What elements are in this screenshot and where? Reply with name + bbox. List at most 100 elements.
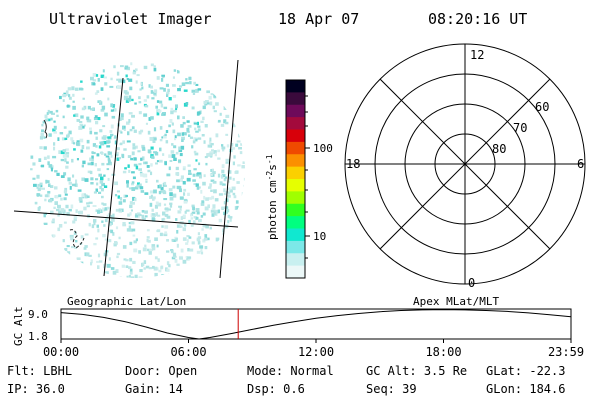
speckle-pixel — [95, 145, 98, 148]
altitude-tick-1-8: 1.8 — [28, 330, 48, 343]
date-label: 18 Apr 07 — [278, 10, 359, 28]
speckle-pixel — [189, 81, 192, 85]
speckle-pixel — [187, 125, 192, 128]
speckle-pixel — [99, 186, 102, 190]
speckle-pixel — [236, 205, 240, 210]
speckle-pixel — [69, 185, 72, 190]
speckle-pixel — [99, 180, 104, 184]
speckle-pixel — [133, 129, 137, 133]
speckle-pixel — [232, 192, 236, 196]
speckle-pixel — [180, 145, 185, 150]
speckle-pixel — [212, 171, 216, 175]
speckle-pixel — [162, 112, 166, 115]
speckle-pixel — [232, 161, 235, 166]
speckle-pixel — [195, 216, 199, 220]
speckle-pixel — [203, 238, 208, 241]
speckle-pixel — [80, 115, 84, 119]
speckle-pixel — [205, 162, 208, 166]
speckle-pixel — [186, 235, 190, 238]
speckle-pixel — [202, 105, 206, 110]
speckle-pixel — [150, 90, 154, 94]
speckle-pixel — [80, 80, 83, 83]
speckle-pixel — [226, 144, 230, 148]
speckle-pixel — [108, 229, 112, 232]
speckle-pixel — [147, 169, 151, 173]
speckle-pixel — [96, 260, 99, 263]
speckle-pixel — [215, 102, 219, 106]
speckle-pixel — [198, 162, 201, 166]
info-gain: Gain: 14 — [125, 382, 183, 396]
info-dsp: Dsp: 0.6 — [247, 382, 305, 396]
speckle-pixel — [81, 193, 85, 198]
speckle-pixel — [210, 169, 213, 172]
speckle-pixel — [105, 155, 110, 158]
speckle-pixel — [145, 179, 148, 182]
speckle-pixel — [212, 204, 216, 209]
speckle-pixel — [60, 175, 65, 178]
speckle-pixel — [93, 219, 97, 223]
speckle-pixel — [213, 211, 216, 215]
speckle-pixel — [63, 221, 67, 224]
speckle-pixel — [130, 221, 135, 225]
speckle-pixel — [43, 146, 47, 150]
speckle-pixel — [178, 205, 182, 208]
speckle-pixel — [185, 102, 189, 105]
speckle-pixel — [146, 236, 150, 239]
speckle-pixel — [80, 235, 84, 239]
speckle-pixel — [116, 147, 120, 151]
speckle-pixel — [166, 239, 169, 242]
speckle-pixel — [211, 213, 214, 217]
speckle-pixel — [94, 92, 98, 95]
speckle-pixel — [225, 114, 230, 118]
speckle-pixel — [178, 149, 183, 153]
speckle-pixel — [203, 174, 206, 178]
speckle-pixel — [204, 156, 208, 159]
speckle-pixel — [112, 270, 117, 275]
speckle-pixel — [36, 174, 40, 179]
speckle-pixel — [225, 158, 230, 163]
speckle-pixel — [214, 152, 217, 157]
speckle-pixel — [123, 96, 126, 101]
speckle-pixel — [182, 116, 185, 119]
speckle-pixel — [100, 87, 104, 91]
speckle-pixel — [179, 188, 182, 193]
speckle-pixel — [201, 200, 205, 204]
speckle-pixel — [86, 202, 90, 205]
speckle-pixel — [116, 157, 120, 161]
speckle-pixel — [154, 237, 158, 241]
speckle-pixel — [197, 111, 201, 115]
speckle-pixel — [118, 129, 122, 133]
speckle-pixel — [192, 206, 195, 210]
speckle-pixel — [46, 118, 51, 122]
speckle-pixel — [159, 139, 163, 142]
speckle-pixel — [200, 189, 203, 194]
speckle-pixel — [225, 133, 229, 136]
speckle-pixel — [153, 127, 157, 132]
speckle-pixel — [218, 193, 223, 196]
speckle-pixel — [92, 73, 97, 77]
speckle-pixel — [243, 177, 245, 181]
speckle-pixel — [197, 240, 201, 245]
speckle-pixel — [146, 95, 150, 99]
speckle-pixel — [44, 198, 47, 202]
speckle-pixel — [79, 123, 84, 127]
speckle-pixel — [73, 142, 76, 145]
mlt-label-6: 6 — [577, 157, 584, 171]
speckle-pixel — [161, 189, 166, 193]
speckle-pixel — [101, 220, 104, 223]
speckle-pixel — [91, 151, 96, 155]
speckle-pixel — [175, 238, 178, 242]
speckle-pixel — [100, 176, 104, 181]
speckle-pixel — [242, 161, 245, 164]
speckle-pixel — [132, 71, 136, 75]
speckle-pixel — [125, 194, 128, 198]
speckle-pixel — [165, 83, 169, 87]
speckle-pixel — [179, 225, 182, 228]
speckle-pixel — [86, 120, 89, 123]
speckle-pixel — [239, 151, 243, 155]
coastline-outline — [43, 119, 48, 139]
speckle-pixel — [52, 155, 57, 159]
speckle-pixel — [53, 234, 56, 237]
colorbar-block — [286, 104, 305, 118]
speckle-pixel — [229, 189, 233, 193]
